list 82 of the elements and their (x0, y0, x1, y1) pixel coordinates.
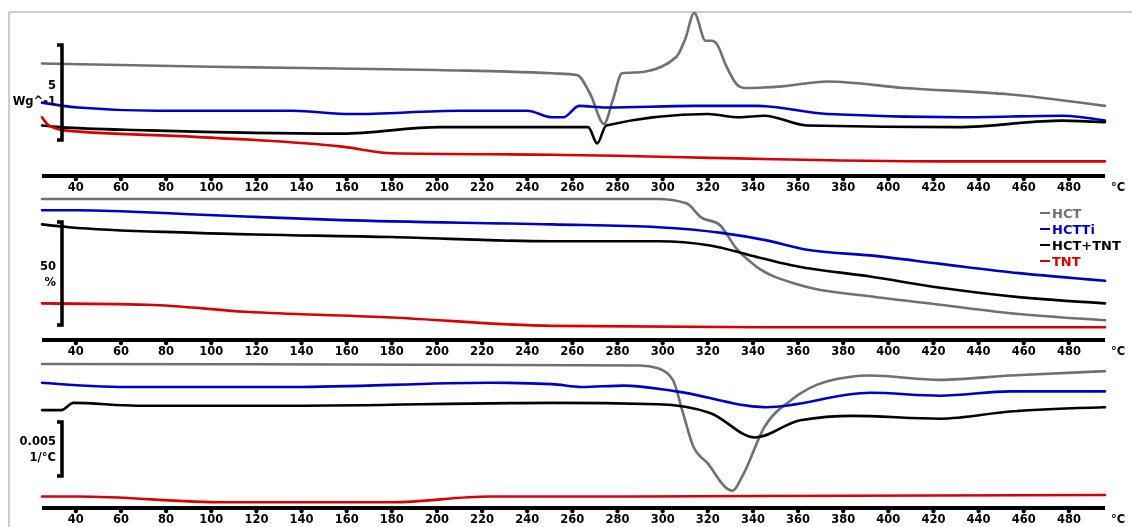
x-tick-label: 240 (515, 512, 540, 526)
x-tick-label: 260 (560, 512, 585, 526)
x-tick-label: 420 (921, 512, 946, 526)
x-tick-label: 140 (289, 180, 314, 194)
x-tick-label: 40 (67, 344, 84, 358)
x-tick-label: 300 (650, 512, 675, 526)
x-tick-label: 340 (740, 344, 765, 358)
x-tick-label: 120 (244, 344, 269, 358)
annotation: Wg^-1 (12, 93, 56, 108)
x-tick-label: 100 (199, 344, 224, 358)
x-tick-label: 120 (244, 180, 269, 194)
x-tick-label: 380 (831, 344, 856, 358)
x-tick-label: 300 (650, 180, 675, 194)
x-tick-label: 400 (876, 512, 901, 526)
x-tick-label: 240 (515, 180, 540, 194)
x-tick-label: 360 (786, 512, 811, 526)
annotation: 5 (47, 77, 56, 92)
legend-label: HCT (1052, 206, 1082, 221)
x-tick-label: 200 (424, 180, 449, 194)
x-tick-label: 160 (334, 344, 359, 358)
x-tick-label: 280 (605, 180, 630, 194)
x-tick-label: 440 (966, 512, 991, 526)
x-tick-label: 40 (67, 512, 84, 526)
annotation: % (44, 274, 57, 289)
x-tick-label: 220 (470, 180, 495, 194)
x-tick-label: 80 (158, 512, 175, 526)
x-tick-label: 260 (560, 180, 585, 194)
x-tick-label: 100 (199, 512, 224, 526)
x-tick-label: 40 (67, 180, 84, 194)
x-tick-label: 60 (112, 344, 129, 358)
x-tick-label: 140 (289, 344, 314, 358)
legend-label: TNT (1052, 254, 1081, 269)
x-tick-label: 240 (515, 344, 540, 358)
x-tick-label: 400 (876, 344, 901, 358)
x-tick-label: 200 (424, 512, 449, 526)
annotation: 0.005 (19, 434, 56, 448)
x-tick-label: 380 (831, 180, 856, 194)
x-tick-label: 400 (876, 180, 901, 194)
x-tick-label: 60 (112, 512, 129, 526)
x-tick-label: 60 (112, 180, 129, 194)
x-tick-label: 340 (740, 180, 765, 194)
x-tick-label: 480 (1056, 180, 1081, 194)
x-tick-label: 440 (966, 344, 991, 358)
x-tick-label: 220 (470, 512, 495, 526)
x-tick-label: 280 (605, 512, 630, 526)
x-tick-label: 480 (1056, 512, 1081, 526)
x-tick-label: 140 (289, 512, 314, 526)
x-tick-label: 480 (1056, 344, 1081, 358)
x-tick-label: 320 (695, 512, 720, 526)
x-tick-label: 440 (966, 180, 991, 194)
x-tick-label: 420 (921, 344, 946, 358)
x-tick-label: 460 (1011, 512, 1036, 526)
x-tick-label: 200 (424, 344, 449, 358)
x-tick-label: 380 (831, 512, 856, 526)
x-tick-label: 420 (921, 180, 946, 194)
x-tick-label: 180 (379, 512, 404, 526)
x-tick-label: 260 (560, 344, 585, 358)
x-tick-label: 300 (650, 344, 675, 358)
x-tick-label: 180 (379, 344, 404, 358)
annotation: 50 (39, 258, 56, 273)
x-tick-label: 460 (1011, 180, 1036, 194)
annotation: 1/°C (29, 450, 56, 464)
x-tick-label: 180 (379, 180, 404, 194)
x-tick-label: 160 (334, 180, 359, 194)
x-axis-title: °C (1110, 512, 1126, 526)
x-tick-label: 460 (1011, 344, 1036, 358)
x-tick-label: 100 (199, 180, 224, 194)
legend-label: HCTTi (1052, 222, 1095, 237)
x-tick-label: 360 (786, 180, 811, 194)
x-tick-label: 320 (695, 180, 720, 194)
x-tick-label: 80 (158, 180, 175, 194)
legend-label: HCT+TNT (1052, 238, 1121, 253)
x-tick-label: 80 (158, 344, 175, 358)
x-tick-label: 160 (334, 512, 359, 526)
x-axis-title: °C (1110, 180, 1126, 194)
x-tick-label: 360 (786, 344, 811, 358)
x-tick-label: 340 (740, 512, 765, 526)
x-tick-label: 220 (470, 344, 495, 358)
x-tick-label: 320 (695, 344, 720, 358)
x-axis-title: °C (1110, 344, 1126, 358)
x-tick-label: 120 (244, 512, 269, 526)
x-tick-label: 280 (605, 344, 630, 358)
